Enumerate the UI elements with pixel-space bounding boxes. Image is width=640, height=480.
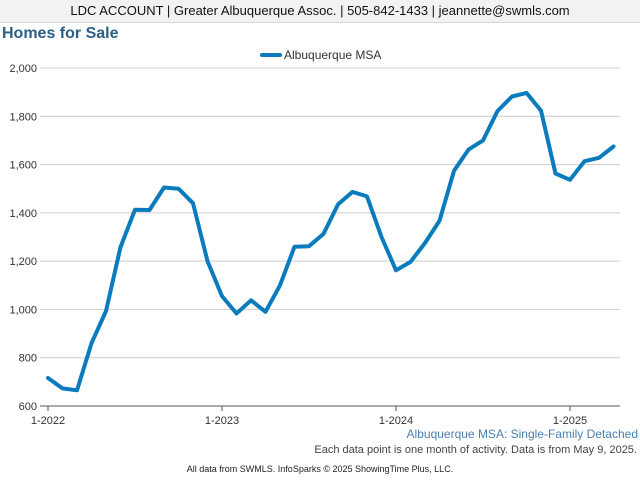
source-credit: All data from SWMLS. InfoSparks © 2025 S… bbox=[186, 464, 454, 474]
data-point bbox=[235, 312, 239, 316]
y-tick-label: 1,800 bbox=[9, 111, 37, 123]
data-point bbox=[597, 156, 601, 160]
data-point bbox=[90, 341, 94, 345]
x-tick-label: 1-2023 bbox=[205, 415, 239, 427]
data-point bbox=[380, 235, 384, 239]
page-title: Homes for Sale bbox=[2, 25, 119, 42]
y-tick-label: 1,400 bbox=[9, 208, 37, 220]
y-tick-label: 1,000 bbox=[9, 304, 37, 316]
legend-label: Albuquerque MSA bbox=[284, 48, 381, 62]
y-tick-label: 1,600 bbox=[9, 160, 37, 172]
data-point bbox=[394, 268, 398, 272]
data-point bbox=[220, 294, 224, 298]
data-point bbox=[438, 219, 442, 223]
data-point bbox=[612, 144, 616, 148]
data-point bbox=[61, 386, 65, 390]
x-tick-label: 1-2024 bbox=[379, 415, 413, 427]
data-point bbox=[467, 148, 471, 152]
data-point bbox=[104, 309, 108, 313]
data-point bbox=[162, 186, 166, 190]
data-point bbox=[539, 109, 543, 113]
x-tick-label: 1-2022 bbox=[31, 415, 65, 427]
data-point bbox=[496, 109, 500, 113]
series-line-albuquerque-msa bbox=[46, 90, 616, 393]
data-point bbox=[119, 245, 123, 249]
data-point bbox=[264, 310, 268, 314]
y-tick-label: 600 bbox=[19, 401, 37, 413]
data-point bbox=[46, 376, 50, 380]
data-point bbox=[191, 201, 195, 205]
data-point bbox=[307, 244, 311, 248]
data-point bbox=[133, 208, 137, 212]
data-point bbox=[554, 172, 558, 176]
x-tick-label: 1-2025 bbox=[553, 415, 587, 427]
data-note: Each data point is one month of activity… bbox=[314, 444, 637, 456]
data-point bbox=[423, 241, 427, 245]
data-point bbox=[322, 232, 326, 236]
data-point bbox=[510, 94, 514, 98]
data-point bbox=[75, 388, 79, 392]
data-point bbox=[365, 194, 369, 198]
y-tick-label: 2,000 bbox=[9, 63, 37, 75]
y-tick-label: 1,200 bbox=[9, 256, 37, 268]
data-point bbox=[177, 187, 181, 191]
account-header-bar: LDC ACCOUNT | Greater Albuquerque Assoc.… bbox=[0, 0, 640, 23]
data-point bbox=[568, 178, 572, 182]
data-point bbox=[278, 283, 282, 287]
y-tick-label: 800 bbox=[19, 353, 37, 365]
data-point bbox=[148, 208, 152, 212]
data-point bbox=[583, 159, 587, 163]
data-point bbox=[351, 190, 355, 194]
data-point bbox=[452, 169, 456, 173]
data-point bbox=[293, 245, 297, 249]
data-point bbox=[249, 298, 253, 302]
data-point bbox=[409, 260, 413, 264]
data-point bbox=[206, 259, 210, 263]
data-point bbox=[336, 202, 340, 206]
region-label: Albuquerque MSA: Single-Family Detached bbox=[406, 427, 638, 441]
line-chart: 600 800 1,000 1,200 1,400 1,600 1,800 2,000 1-20… bbox=[9, 48, 620, 427]
data-point bbox=[525, 91, 529, 95]
data-point bbox=[481, 138, 485, 142]
